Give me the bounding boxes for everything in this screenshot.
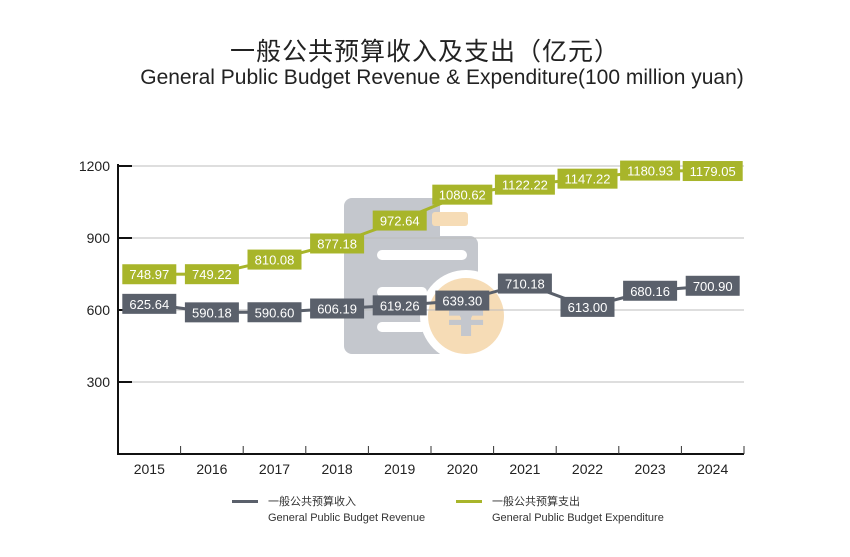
- data-label: 810.08: [255, 253, 295, 268]
- legend-item-expenditure: 一般公共预算支出 General Public Budget Expenditu…: [456, 494, 664, 526]
- data-label-box: [310, 298, 365, 319]
- data-label-box: [560, 296, 615, 317]
- document-line: [377, 250, 467, 260]
- data-label-box: [497, 273, 552, 294]
- x-tick-label: 2021: [509, 461, 540, 477]
- data-label: 625.64: [129, 297, 169, 312]
- document-tab: [432, 212, 468, 226]
- y-axis-ticks: 300 600 900 1200: [79, 158, 132, 390]
- series-revenue: 625.64 590.18 590.60 606.19 619.26 639.30 710.…: [122, 273, 740, 323]
- data-label: 749.22: [192, 267, 232, 282]
- series-expenditure: 748.97 749.22 810.08 877.18 972.64 1080.62 112…: [122, 160, 743, 285]
- data-label-box: [122, 293, 177, 314]
- data-label-box: [184, 264, 239, 285]
- data-label: 1122.22: [502, 178, 548, 193]
- data-label: 619.26: [380, 298, 420, 313]
- data-label: 748.97: [129, 267, 169, 282]
- data-label: 606.19: [317, 302, 357, 317]
- series-line-revenue: [149, 282, 713, 314]
- data-label-box: [372, 295, 427, 316]
- data-label-box: [184, 302, 239, 323]
- x-tick-label: 2016: [196, 461, 227, 477]
- x-tick-label: 2019: [384, 461, 415, 477]
- data-label-box: [557, 168, 618, 189]
- data-label-box: [435, 290, 490, 311]
- x-axis-ticks: 2015 2016 2017 2018 2019 2020 2021 2022 2023 2024: [134, 446, 745, 477]
- data-label-box: [623, 280, 678, 301]
- data-label: 1080.62: [439, 188, 486, 203]
- document-line: [377, 322, 427, 332]
- data-label: 680.16: [630, 284, 670, 299]
- x-tick-label: 2018: [322, 461, 353, 477]
- x-tick-label: 2015: [134, 461, 165, 477]
- document-line: [377, 287, 427, 297]
- data-label: 590.60: [255, 305, 295, 320]
- chart-title-cn: 一般公共预算收入及支出（亿元）: [229, 37, 620, 66]
- data-label-box: [494, 174, 555, 195]
- data-label: 700.90: [693, 279, 733, 294]
- legend-swatch-expenditure: [456, 500, 482, 503]
- legend-label-cn: 一般公共预算收入: [268, 495, 356, 508]
- x-tick-label: 2020: [447, 461, 478, 477]
- data-label-box: [247, 249, 302, 270]
- x-tick-label: 2017: [259, 461, 290, 477]
- x-tick-label: 2022: [572, 461, 603, 477]
- budget-document-icon: ¥: [344, 198, 512, 362]
- data-label: 710.18: [505, 277, 545, 292]
- data-label: 877.18: [317, 236, 357, 251]
- y-tick-label: 900: [87, 230, 111, 246]
- data-label-box: [247, 302, 302, 323]
- data-label: 1147.22: [564, 172, 610, 187]
- legend-item-revenue: 一般公共预算收入 General Public Budget Revenue: [232, 494, 426, 526]
- data-label-box: [372, 210, 427, 231]
- legend-label-en: General Public Budget Revenue: [268, 512, 426, 524]
- y-tick-label: 600: [87, 302, 111, 318]
- data-label-box: [432, 184, 493, 205]
- legend-label-en: General Public Budget Expenditure: [492, 512, 664, 524]
- data-label: 1179.05: [690, 164, 736, 179]
- data-label: 590.18: [192, 305, 232, 320]
- data-label-box: [122, 264, 177, 285]
- data-label: 972.64: [380, 214, 420, 229]
- x-tick-label: 2024: [697, 461, 728, 477]
- legend-label-cn: 一般公共预算支出: [492, 495, 580, 508]
- legend-swatch-revenue: [232, 500, 258, 503]
- y-tick-label: 300: [87, 374, 111, 390]
- y-tick-label: 1200: [79, 158, 110, 174]
- data-label-box: [685, 275, 740, 296]
- data-label: 1180.93: [627, 164, 673, 179]
- x-tick-label: 2023: [635, 461, 666, 477]
- data-label-box: [682, 161, 743, 182]
- data-label: 639.30: [442, 294, 482, 309]
- series-line-expenditure: [149, 169, 713, 276]
- series-group: 625.64 590.18 590.60 606.19 619.26 639.30 710.…: [122, 160, 743, 323]
- chart-title-en: General Public Budget Revenue & Expendit…: [140, 66, 744, 89]
- data-label-box: [310, 233, 365, 254]
- data-label-box: [620, 160, 681, 181]
- data-label: 613.00: [568, 300, 608, 315]
